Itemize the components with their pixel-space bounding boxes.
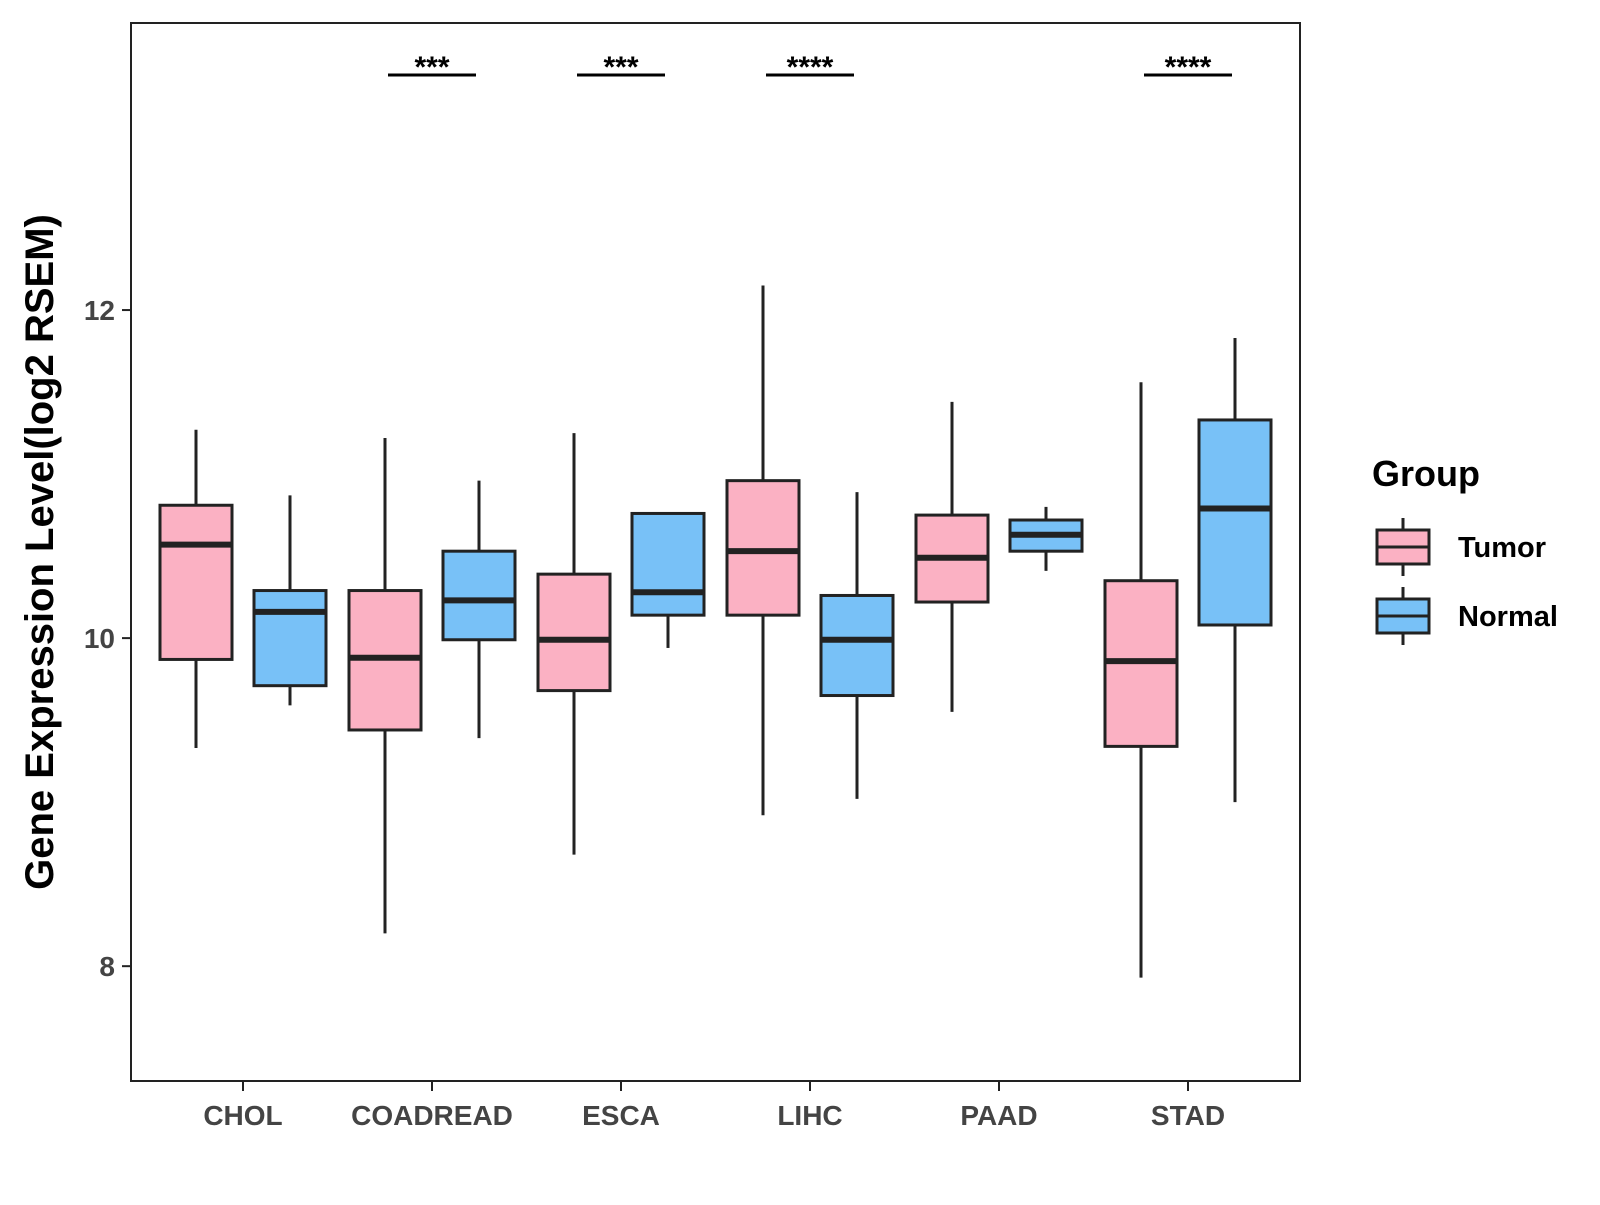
significance-label: ***: [603, 51, 638, 84]
x-tick-label: PAAD: [960, 1100, 1037, 1131]
x-tick-label: COADREAD: [351, 1100, 513, 1131]
legend-label-normal: Normal: [1458, 601, 1558, 633]
box-tumor: [725, 479, 801, 617]
y-tick-label: 8: [99, 951, 115, 982]
box-normal: [252, 589, 328, 688]
box-tumor: [158, 503, 234, 661]
y-tick-label: 12: [84, 295, 115, 326]
significance-label: ****: [787, 51, 834, 84]
box-normal: [441, 549, 517, 642]
significance-label: ****: [1165, 51, 1212, 84]
box-normal: [630, 511, 706, 617]
y-axis-label: Gene Expression Level(log2 RSEM): [18, 214, 62, 890]
plot-panel-border: [130, 22, 1301, 1082]
x-tick-label: LIHC: [777, 1100, 842, 1131]
box-tumor: [536, 572, 612, 693]
x-tick-label: STAD: [1151, 1100, 1225, 1131]
legend-title: Group: [1372, 453, 1480, 494]
significance-label: ***: [414, 51, 449, 84]
y-tick-label: 10: [84, 623, 115, 654]
box-normal: [819, 593, 895, 698]
legend-label-tumor: Tumor: [1458, 532, 1546, 564]
box-normal: [1197, 418, 1273, 627]
x-tick-label: CHOL: [203, 1100, 282, 1131]
x-tick-label: ESCA: [582, 1100, 660, 1131]
